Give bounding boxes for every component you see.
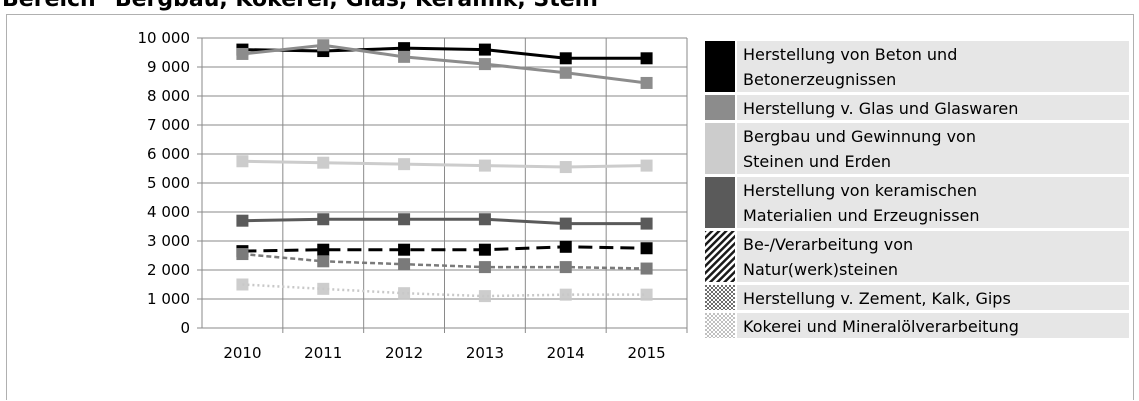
- legend-label: Natur(werk)steinen: [743, 260, 898, 279]
- data-point: [398, 50, 411, 63]
- legend-entry-bg: [737, 177, 1129, 228]
- x-tick-label: 2012: [385, 344, 423, 362]
- data-point: [640, 52, 653, 65]
- legend-entry-bg: [737, 285, 1129, 310]
- data-point: [236, 248, 249, 261]
- legend-label: Herstellung von keramischen: [743, 181, 977, 200]
- legend-entry-bg: [737, 41, 1129, 92]
- data-point: [398, 287, 411, 300]
- data-point: [398, 213, 411, 226]
- y-tick-label: 1 000: [147, 290, 190, 308]
- series-line: [242, 43, 647, 85]
- series-line: [242, 46, 647, 60]
- legend-label: Be-/Verarbeitung von: [743, 235, 913, 254]
- legend-entry-bg: [737, 123, 1129, 174]
- y-tick-label: 0: [180, 319, 190, 337]
- x-tick-label: 2015: [627, 344, 665, 362]
- legend-label: Betonerzeugnissen: [743, 70, 896, 89]
- legend-swatch: [705, 123, 735, 174]
- chart-title: Bereich "Bergbau, Kokerei, Glas, Keramik…: [2, 0, 609, 12]
- data-point: [478, 159, 491, 172]
- y-tick-label: 4 000: [147, 203, 190, 221]
- data-point: [398, 243, 411, 256]
- y-tick-label: 3 000: [147, 232, 190, 250]
- y-tick-label: 6 000: [147, 145, 190, 163]
- data-point: [559, 52, 572, 65]
- x-tick-label: 2010: [223, 344, 261, 362]
- data-point: [398, 158, 411, 171]
- data-point: [317, 156, 330, 169]
- data-point: [478, 58, 491, 71]
- data-point: [398, 258, 411, 271]
- legend-label: Herstellung v. Glas und Glaswaren: [743, 99, 1018, 118]
- series-line: [242, 217, 647, 226]
- data-point: [317, 282, 330, 295]
- data-point: [317, 39, 330, 52]
- series-line: [242, 159, 647, 169]
- data-point: [478, 213, 491, 226]
- data-point: [640, 217, 653, 230]
- legend-entry-bg: [737, 313, 1129, 338]
- legend-label: Bergbau und Gewinnung von: [743, 127, 976, 146]
- y-tick-label: 9 000: [147, 58, 190, 76]
- series-line: [242, 245, 647, 253]
- legend-entry-bg: [737, 95, 1129, 120]
- data-point: [478, 290, 491, 303]
- y-tick-label: 5 000: [147, 174, 190, 192]
- data-point: [640, 76, 653, 89]
- y-tick-label: 8 000: [147, 87, 190, 105]
- legend-label: Kokerei und Mineralölverarbeitung: [743, 317, 1019, 336]
- x-tick-label: 2013: [466, 344, 504, 362]
- data-point: [478, 243, 491, 256]
- data-point: [317, 243, 330, 256]
- legend-swatch: [705, 231, 735, 282]
- legend-label: Steinen und Erden: [743, 152, 891, 171]
- data-point: [559, 161, 572, 174]
- legend-swatch: [705, 177, 735, 228]
- data-point: [236, 155, 249, 168]
- legend-swatch: [705, 285, 735, 310]
- data-point: [640, 242, 653, 255]
- data-point: [559, 240, 572, 253]
- legend-swatch: [705, 95, 735, 120]
- data-point: [640, 159, 653, 172]
- series-line: [242, 252, 647, 270]
- legend-label: Herstellung von Beton und: [743, 45, 957, 64]
- data-point: [559, 66, 572, 79]
- data-point: [317, 213, 330, 226]
- data-point: [236, 214, 249, 227]
- data-point: [317, 255, 330, 268]
- legend-label: Herstellung v. Zement, Kalk, Gips: [743, 289, 1011, 308]
- data-point: [640, 288, 653, 301]
- x-tick-label: 2011: [304, 344, 342, 362]
- data-point: [559, 288, 572, 301]
- data-point: [559, 217, 572, 230]
- legend-swatch: [705, 41, 735, 92]
- legend-label: Materialien und Erzeugnissen: [743, 206, 980, 225]
- data-point: [236, 47, 249, 60]
- x-tick-label: 2014: [547, 344, 585, 362]
- data-point: [478, 43, 491, 56]
- y-tick-label: 7 000: [147, 116, 190, 134]
- data-point: [478, 261, 491, 274]
- line-chart: 0 1 000 2 000 3 000 4 000 5 000 6 000 7 000 8 00…: [138, 29, 1129, 362]
- chart-frame: 0 1 000 2 000 3 000 4 000 5 000 6 000 7 000 8 00…: [6, 14, 1134, 400]
- data-point: [559, 261, 572, 274]
- y-tick-label: 10 000: [138, 29, 191, 47]
- data-point: [236, 278, 249, 291]
- legend-entry-bg: [737, 231, 1129, 282]
- data-point: [640, 262, 653, 275]
- legend-swatch: [705, 313, 735, 338]
- y-tick-label: 2 000: [147, 261, 190, 279]
